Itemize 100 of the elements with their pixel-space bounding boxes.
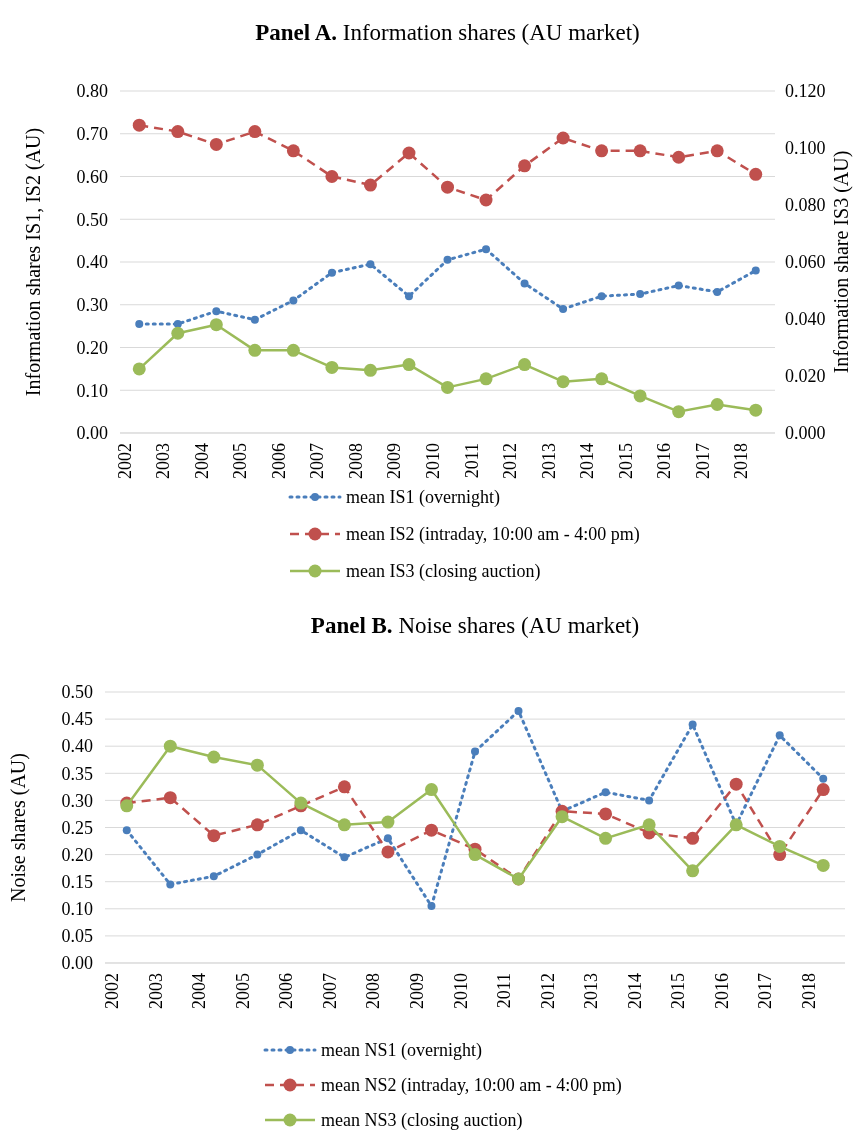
y-axis-title: Information shares IS1, IS2 (AU) [22, 127, 45, 397]
point [132, 362, 146, 376]
point [337, 818, 351, 832]
y2-tick-label: 0.000 [785, 423, 826, 444]
point [363, 363, 377, 377]
point [132, 118, 146, 132]
point [325, 170, 339, 183]
x-tick-label: 2009 [406, 973, 427, 1009]
x-tick-label: 2012 [500, 443, 521, 479]
point [672, 405, 686, 419]
point [441, 380, 454, 394]
point [340, 853, 349, 862]
point [642, 818, 656, 832]
y-tick-label: 0.60 [76, 166, 108, 187]
point [443, 255, 452, 264]
point [286, 144, 300, 158]
x-tick-label: 2010 [450, 973, 471, 1009]
y-tick-label: 0.10 [61, 899, 93, 920]
x-tick-label: 2005 [230, 443, 251, 479]
y-axis-title: Noise shares (AU) [7, 753, 30, 902]
y-tick-label: 0.20 [76, 337, 108, 358]
x-tick-label: 2012 [537, 973, 558, 1009]
point [636, 290, 645, 299]
chart-title: Panel A. Information shares (AU market) [255, 20, 640, 45]
point [337, 780, 351, 794]
point [819, 774, 828, 783]
point [686, 864, 700, 878]
legend-label: mean NS1 (overnight) [321, 1040, 482, 1062]
point [424, 823, 438, 837]
legend-label: mean IS3 (closing auction) [346, 561, 541, 583]
x-tick-label: 2006 [268, 443, 289, 479]
point [441, 180, 454, 194]
y-tick-label: 0.70 [76, 124, 108, 145]
x-tick-label: 2017 [692, 443, 713, 479]
y2-axis-title: Information share IS3 (AU) [830, 150, 853, 374]
point [559, 305, 568, 314]
point [482, 245, 491, 254]
legend-label: mean IS2 (intraday, 10:00 am - 4:00 pm) [346, 524, 640, 546]
point [749, 403, 763, 417]
point [518, 159, 532, 173]
y-tick-label: 0.15 [61, 871, 93, 892]
x-tick-label: 2016 [711, 973, 732, 1009]
point [253, 850, 262, 859]
x-tick-label: 2011 [461, 443, 482, 479]
y2-tick-label: 0.060 [785, 252, 826, 273]
y-tick-label: 0.30 [61, 790, 93, 811]
chart-title: Panel B. Noise shares (AU market) [310, 613, 640, 638]
point [597, 292, 606, 301]
point [674, 281, 683, 290]
point [381, 815, 395, 829]
point [479, 193, 493, 207]
point [424, 783, 438, 797]
point [402, 358, 416, 372]
point [601, 788, 610, 797]
y2-tick-label: 0.120 [785, 81, 826, 102]
y-tick-label: 0.40 [76, 252, 108, 273]
point [363, 178, 377, 192]
point [171, 326, 185, 340]
x-tick-label: 2002 [114, 443, 135, 479]
point [595, 372, 609, 386]
point [289, 296, 298, 305]
point [250, 758, 264, 772]
x-tick-label: 2018 [798, 973, 819, 1009]
point [518, 358, 532, 372]
point [166, 880, 175, 889]
point [633, 144, 647, 158]
point [250, 818, 264, 832]
x-tick-label: 2015 [615, 443, 636, 479]
point [383, 834, 392, 843]
point [250, 315, 259, 324]
point [402, 146, 416, 160]
x-tick-label: 2007 [307, 443, 328, 479]
point [816, 783, 830, 797]
legend-label: mean IS1 (overnight) [346, 487, 500, 509]
y-tick-label: 0.35 [61, 763, 93, 784]
y-tick-label: 0.25 [61, 817, 93, 838]
point [427, 902, 436, 911]
x-tick-label: 2003 [153, 443, 174, 479]
x-tick-label: 2018 [731, 443, 752, 479]
point [514, 706, 523, 715]
x-tick-label: 2014 [577, 443, 598, 479]
point [173, 320, 182, 328]
point [209, 872, 218, 881]
point [773, 839, 787, 853]
point [209, 137, 223, 151]
point [713, 287, 722, 296]
x-tick-label: 2013 [581, 973, 602, 1009]
point [248, 343, 262, 357]
point [686, 831, 700, 845]
x-tick-label: 2016 [654, 443, 675, 479]
y-tick-label: 0.00 [61, 953, 93, 974]
y2-tick-label: 0.080 [785, 195, 826, 216]
point [816, 858, 830, 872]
point [163, 739, 177, 753]
point [286, 343, 300, 357]
y2-tick-label: 0.020 [785, 366, 826, 387]
point [595, 144, 609, 158]
point [688, 720, 697, 729]
y-tick-label: 0.05 [61, 926, 93, 947]
point [468, 848, 482, 862]
